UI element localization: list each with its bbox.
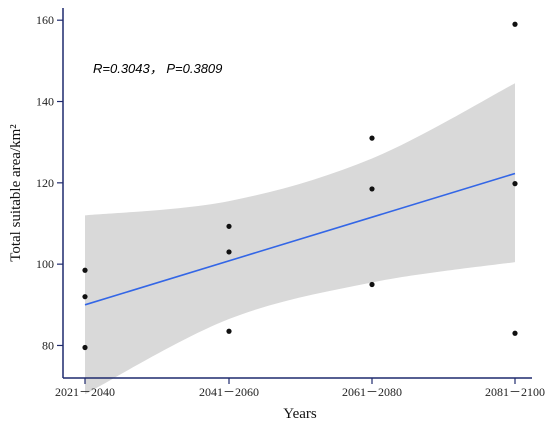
x-axis-title: Years: [283, 406, 317, 422]
data-point: [369, 135, 375, 141]
data-points: [82, 21, 518, 351]
data-point: [369, 186, 375, 192]
x-tick-label: 2061－2080: [342, 385, 402, 399]
data-point: [512, 181, 518, 187]
y-axis-title: Total suitable area/km²: [8, 124, 24, 262]
y-tick-label: 140: [36, 95, 54, 109]
data-point: [226, 249, 232, 255]
y-tick-label: 120: [36, 176, 54, 190]
x-tick-label: 2021－2040: [55, 385, 115, 399]
regression-line: [84, 172, 516, 306]
data-point: [82, 294, 88, 300]
data-point: [226, 223, 232, 229]
data-point: [512, 330, 518, 336]
y-tick-label: 100: [36, 257, 54, 271]
data-point: [226, 328, 232, 334]
x-ticks: 2021－2040 2041－2060 2061－2080 2081－2100: [55, 378, 545, 399]
y-ticks: 80 100 120 140 160: [36, 13, 63, 352]
x-tick-label: 2081－2100: [485, 385, 545, 399]
data-point: [82, 344, 88, 351]
y-tick-label: 80: [42, 338, 54, 352]
data-point: [369, 281, 375, 288]
data-point: [82, 267, 88, 273]
annotation-text: R=0.3043， P=0.3809: [93, 61, 222, 76]
x-tick-label: 2041－2060: [199, 385, 259, 399]
data-point: [512, 21, 518, 27]
y-tick-label: 160: [36, 13, 54, 27]
